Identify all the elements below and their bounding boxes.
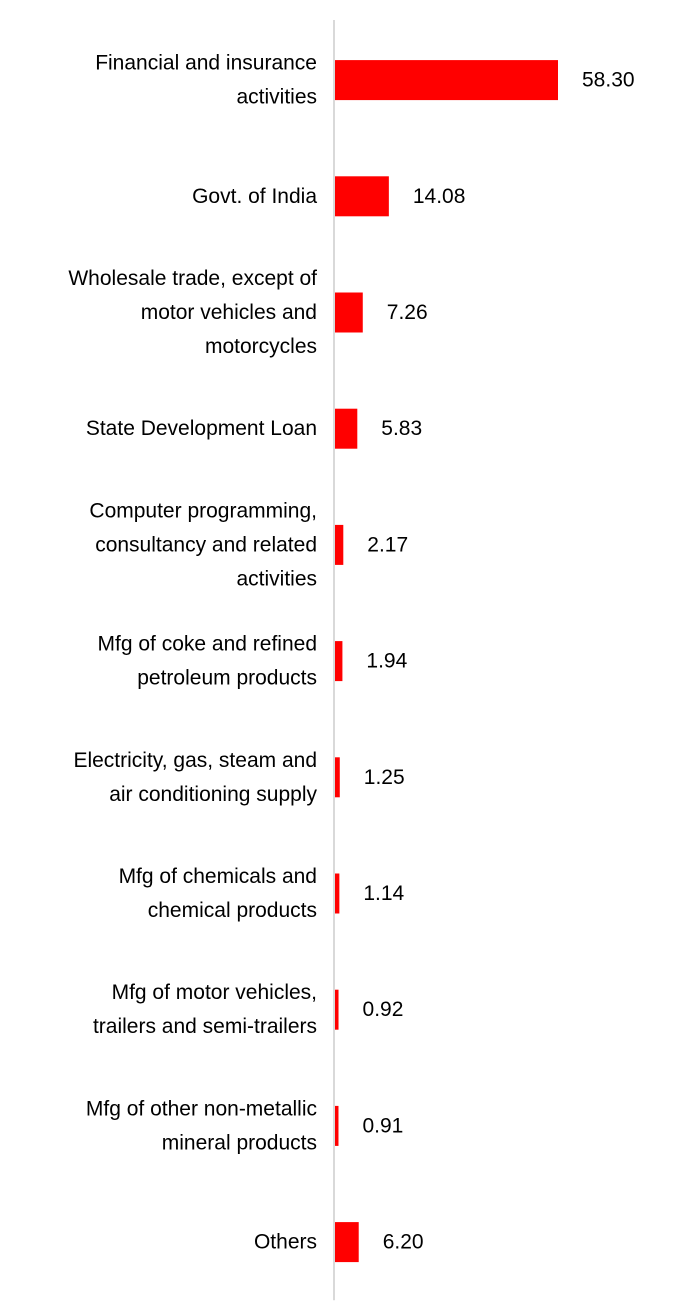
value-label: 6.20 — [383, 1231, 424, 1254]
value-label: 2.17 — [367, 533, 408, 556]
category-label-line: State Development Loan — [86, 417, 317, 440]
category-label: Others — [254, 1231, 317, 1254]
bar — [335, 1105, 339, 1146]
bar — [335, 1222, 359, 1263]
category-label: State Development Loan — [86, 417, 317, 440]
value-labels-group: 58.30 14.08 7.26 5.83 2.17 1.94 1.25 1.14 0.92 0.… — [362, 69, 634, 1254]
bar — [335, 757, 340, 798]
category-label-line: consultancy and related — [95, 533, 317, 556]
category-label-line: motorcycles — [205, 335, 317, 358]
category-label-line: Mfg of other non-metallic — [86, 1097, 317, 1120]
category-label-line: petroleum products — [137, 667, 317, 690]
bar — [335, 176, 389, 217]
category-labels-group: Financial and insurance activities Govt. o… — [68, 52, 317, 1254]
bar — [335, 408, 358, 449]
value-label: 14.08 — [413, 185, 466, 208]
bar — [335, 989, 339, 1030]
value-label: 0.91 — [362, 1114, 403, 1137]
category-label: Mfg of chemicals and chemical products — [119, 865, 317, 922]
category-label-line: trailers and semi-trailers — [93, 1015, 317, 1038]
category-label: Electricity, gas, steam and air condition… — [73, 749, 317, 806]
category-label: Mfg of motor vehicles, trailers and semi-… — [93, 981, 317, 1038]
bars-group — [335, 60, 558, 1263]
category-label: Financial and insurance activities — [95, 52, 317, 109]
category-label-line: mineral products — [162, 1131, 317, 1154]
value-label: 1.14 — [363, 882, 404, 905]
bar — [335, 60, 558, 101]
value-label: 1.25 — [364, 766, 405, 789]
category-label-line: activities — [236, 86, 317, 109]
category-label-line: Wholesale trade, except of — [68, 267, 317, 290]
category-label-line: Others — [254, 1231, 317, 1254]
category-label-line: chemical products — [148, 899, 317, 922]
value-label: 0.92 — [363, 998, 404, 1021]
bar — [335, 524, 344, 565]
category-label-line: air conditioning supply — [109, 783, 317, 806]
category-label-line: Financial and insurance — [95, 52, 317, 75]
bar — [335, 292, 363, 333]
bar — [335, 641, 343, 682]
category-label-line: Mfg of coke and refined — [98, 633, 317, 656]
category-label-line: Mfg of chemicals and — [119, 865, 317, 888]
bar — [335, 873, 340, 914]
category-label-line: motor vehicles and — [141, 301, 317, 324]
category-label: Computer programming, consultancy and rel… — [89, 499, 317, 590]
category-label: Govt. of India — [192, 185, 317, 208]
category-label: Mfg of coke and refined petroleum product… — [98, 633, 317, 690]
category-label-line: Mfg of motor vehicles, — [112, 981, 317, 1004]
value-label: 58.30 — [582, 69, 635, 92]
category-label-line: Computer programming, — [89, 499, 317, 522]
category-label: Wholesale trade, except of motor vehicles… — [68, 267, 317, 358]
value-label: 1.94 — [366, 650, 407, 673]
category-label-line: Govt. of India — [192, 185, 317, 208]
value-label: 5.83 — [381, 417, 422, 440]
category-label: Mfg of other non-metallic mineral product… — [86, 1097, 317, 1154]
value-label: 7.26 — [387, 301, 428, 324]
category-label-line: activities — [236, 567, 317, 590]
category-label-line: Electricity, gas, steam and — [73, 749, 317, 772]
